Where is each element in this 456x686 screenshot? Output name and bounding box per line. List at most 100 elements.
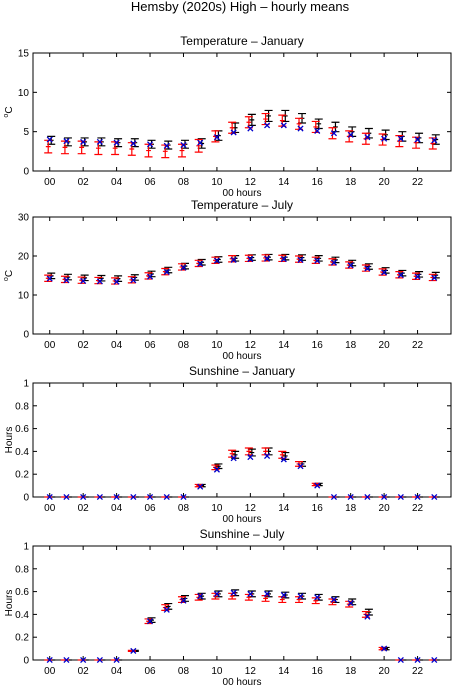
series-2 [44,112,437,159]
x-tick-label: 18 [345,340,357,351]
errorbar-point [331,256,340,264]
x-marker-point [146,141,154,148]
x-tick-label: 12 [245,666,257,677]
y-tick-label: 0.6 [15,424,29,435]
x-marker-point [96,493,103,501]
errorbar-point [348,126,357,137]
x-marker-point [197,483,204,490]
x-marker-point [130,493,137,501]
x-tick-label: 08 [178,503,190,514]
x-marker-point [46,656,53,664]
x-marker-point [330,596,338,603]
series-3 [46,452,438,501]
y-axis-label: Hours [4,590,15,617]
y-tick-label: 20 [18,252,30,263]
x-marker-point [63,277,70,284]
panel-title: Sunshine – July [200,527,285,541]
x-marker-point [280,591,287,599]
errorbar-point [278,114,287,127]
x-tick-label: 20 [379,177,391,188]
plot-area-frame [32,545,452,661]
x-marker-point [364,613,371,620]
errorbar-point [261,447,270,456]
y-tick-label: 0.6 [15,587,29,598]
x-marker-point [163,268,170,276]
x-tick-label: 08 [178,340,190,351]
x-marker-point [180,597,187,604]
errorbar-point [381,129,390,141]
x-marker-point [264,255,271,262]
x-marker-point [280,456,287,463]
x-marker-point [414,273,421,280]
x-marker-point [80,277,87,285]
x-tick-label: 00 [44,503,56,514]
x-marker-point [330,259,338,266]
x-marker-point [80,138,87,145]
x-marker-point [146,273,154,280]
x-marker-point [146,493,154,501]
x-marker-point [113,656,120,664]
errorbar-point [281,109,290,123]
x-marker-point [297,125,304,132]
x-tick-label: 10 [211,666,223,677]
x-tick-label: 04 [111,666,123,677]
x-tick-label: 02 [78,340,90,351]
x-tick-label: 12 [245,340,257,351]
x-marker-point [146,618,154,625]
x-marker-point [397,272,404,279]
x-marker-point [297,463,304,470]
x-tick-label: 04 [111,503,123,514]
x-marker-point [113,493,120,501]
chart-panel-2: Temperature – July 00 02 04 06 08 10 12 14 16 18 20… [3,198,452,362]
x-marker-point [297,256,304,263]
x-marker-point [130,277,137,284]
errorbar-point [63,273,72,281]
y-axis-label-unit: C [4,106,15,113]
x-marker-point [431,656,438,664]
x-marker-point [230,256,237,263]
y-axis-label-superscript: o [3,114,10,118]
y-tick-label: 0 [23,656,29,667]
y-axis-label: Hours [4,427,15,454]
errorbar-point [130,274,139,281]
series-1 [47,253,440,282]
errorbar-point [431,271,440,279]
y-tick-label: 0.2 [15,470,29,481]
errorbar-point [345,261,354,269]
panel-title: Temperature – July [191,198,293,212]
x-marker-point [381,269,388,276]
errorbar-point [378,268,387,276]
x-tick-label: 22 [412,666,424,677]
x-marker-point [46,275,53,282]
series-2 [44,592,437,661]
y-axis-label-superscript: o [3,277,10,281]
errorbar-point [264,590,273,598]
x-marker-point [197,593,204,600]
x-tick-label: 06 [144,503,156,514]
errorbar-point [144,143,153,158]
y-tick-label: 0.8 [15,564,29,575]
x-tick-label: 10 [211,177,223,188]
y-tick-label: 1 [23,542,29,553]
errorbar-point [228,449,237,458]
x-marker-point [63,493,70,501]
x-marker-point [347,131,354,138]
x-tick-label: 20 [379,503,391,514]
x-marker-point [264,122,271,129]
x-marker-point [364,265,371,272]
x-marker-point [213,590,220,597]
errorbar-point [97,274,106,282]
y-tick-label: 0.4 [15,447,29,458]
x-marker-point [431,493,438,501]
y-tick-label: 0 [23,330,29,341]
x-tick-label: 00 [44,340,56,351]
x-tick-label: 18 [345,503,357,514]
errorbar-point [247,448,256,457]
x-marker-point [63,138,70,145]
errorbar-point [80,137,89,147]
x-marker-point [264,590,271,597]
x-marker-point [364,493,371,501]
y-tick-label: 30 [18,213,30,224]
errorbar-point [311,120,320,134]
x-marker-point [163,142,170,149]
